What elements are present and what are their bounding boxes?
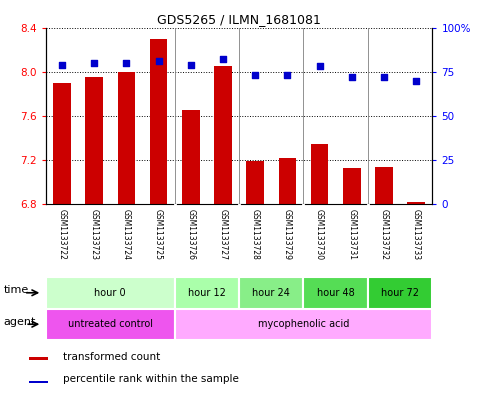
Bar — [311, 143, 328, 204]
Title: GDS5265 / ILMN_1681081: GDS5265 / ILMN_1681081 — [157, 13, 321, 26]
Bar — [343, 168, 361, 204]
Point — [90, 60, 98, 66]
Bar — [182, 110, 199, 204]
Point — [219, 56, 227, 62]
Text: GSM1133733: GSM1133733 — [412, 209, 421, 261]
Point — [380, 74, 388, 80]
Bar — [85, 77, 103, 204]
Bar — [29, 381, 48, 384]
Bar — [246, 161, 264, 204]
Bar — [279, 158, 296, 204]
Point — [155, 58, 162, 64]
Bar — [53, 83, 71, 204]
Bar — [214, 66, 232, 204]
Text: time: time — [4, 285, 29, 295]
Text: GSM1133732: GSM1133732 — [380, 209, 388, 261]
Text: hour 48: hour 48 — [317, 288, 355, 298]
Text: GSM1133726: GSM1133726 — [186, 209, 195, 261]
Text: hour 12: hour 12 — [188, 288, 226, 298]
Text: hour 24: hour 24 — [252, 288, 290, 298]
Text: GSM1133729: GSM1133729 — [283, 209, 292, 261]
Bar — [303, 277, 368, 309]
Bar — [117, 72, 135, 204]
Text: GSM1133722: GSM1133722 — [57, 209, 67, 260]
Bar — [407, 202, 425, 204]
Bar — [29, 357, 48, 360]
Text: GSM1133724: GSM1133724 — [122, 209, 131, 261]
Point — [284, 72, 291, 78]
Point — [187, 61, 195, 68]
Bar — [46, 309, 175, 340]
Text: GSM1133730: GSM1133730 — [315, 209, 324, 261]
Bar — [375, 167, 393, 204]
Point — [58, 61, 66, 68]
Point — [412, 77, 420, 84]
Text: percentile rank within the sample: percentile rank within the sample — [63, 374, 239, 384]
Bar — [175, 309, 432, 340]
Text: agent: agent — [4, 317, 36, 327]
Text: hour 0: hour 0 — [95, 288, 126, 298]
Text: transformed count: transformed count — [63, 352, 160, 362]
Text: GSM1133728: GSM1133728 — [251, 209, 260, 260]
Text: mycophenolic acid: mycophenolic acid — [258, 319, 349, 329]
Point — [251, 72, 259, 78]
Bar — [150, 39, 168, 204]
Text: GSM1133723: GSM1133723 — [90, 209, 99, 261]
Text: GSM1133725: GSM1133725 — [154, 209, 163, 261]
Bar — [368, 277, 432, 309]
Text: hour 72: hour 72 — [381, 288, 419, 298]
Point — [348, 74, 355, 80]
Text: GSM1133727: GSM1133727 — [218, 209, 227, 261]
Point — [316, 63, 324, 70]
Bar — [46, 277, 175, 309]
Point — [123, 60, 130, 66]
Text: GSM1133731: GSM1133731 — [347, 209, 356, 261]
Text: untreated control: untreated control — [68, 319, 153, 329]
Bar — [239, 277, 303, 309]
Bar — [175, 277, 239, 309]
